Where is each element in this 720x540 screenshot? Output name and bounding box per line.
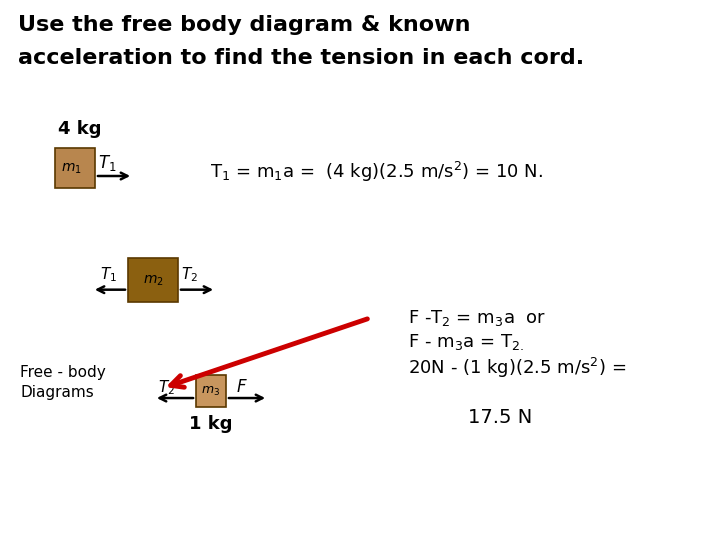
Text: Diagrams: Diagrams — [20, 385, 94, 400]
Text: F - m$_3$a = T$_{2.}$: F - m$_3$a = T$_{2.}$ — [408, 332, 524, 352]
Text: $T_{\mathit{1}}$: $T_{\mathit{1}}$ — [100, 265, 117, 284]
Text: $T_{\mathit{1}}$: $T_{\mathit{1}}$ — [98, 153, 117, 173]
Text: 4 kg: 4 kg — [58, 120, 102, 138]
Bar — [128, 258, 178, 302]
Bar — [196, 375, 226, 407]
Text: F -T$_2$ = m$_3$a  or: F -T$_2$ = m$_3$a or — [408, 308, 546, 328]
Text: 1 kg: 1 kg — [189, 415, 233, 433]
Text: $F$: $F$ — [236, 378, 248, 396]
Text: Use the free body diagram & known: Use the free body diagram & known — [18, 15, 470, 35]
Text: $m_{\mathit{3}}$: $m_{\mathit{3}}$ — [202, 385, 220, 398]
Bar — [55, 148, 95, 188]
Text: $T_{\mathit{2}}$: $T_{\mathit{2}}$ — [158, 378, 175, 396]
Text: 17.5 N: 17.5 N — [468, 408, 532, 427]
Text: acceleration to find the tension in each cord.: acceleration to find the tension in each… — [18, 48, 584, 68]
Text: 20N - (1 kg)(2.5 m/s$^2$) =: 20N - (1 kg)(2.5 m/s$^2$) = — [408, 356, 626, 380]
Text: $m_{\mathit{2}}$: $m_{\mathit{2}}$ — [143, 274, 163, 288]
Text: $T_{\mathit{2}}$: $T_{\mathit{2}}$ — [181, 265, 198, 284]
Text: $m_{\mathit{1}}$: $m_{\mathit{1}}$ — [61, 161, 82, 176]
Text: Free - body: Free - body — [20, 365, 106, 380]
Text: T$_1$ = m$_1$a =  (4 kg)(2.5 m/s$^2$) = 10 N.: T$_1$ = m$_1$a = (4 kg)(2.5 m/s$^2$) = 1… — [210, 160, 543, 184]
